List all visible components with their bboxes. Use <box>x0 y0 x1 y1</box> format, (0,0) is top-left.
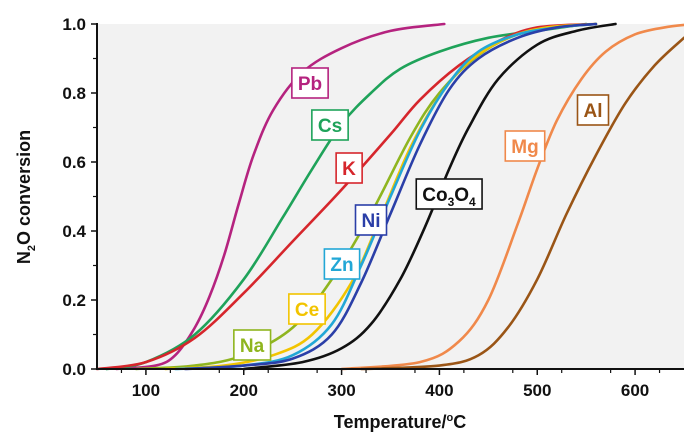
series-line-al <box>359 36 684 371</box>
series-label-text: Ni <box>362 211 381 232</box>
series-line-ni <box>183 22 598 371</box>
series-label-ni: Ni <box>354 204 388 236</box>
x-tick-label: 200 <box>230 381 258 400</box>
series-label-box <box>415 178 483 210</box>
y-axis-title: N2O conversion <box>14 130 38 264</box>
series-label-zn: Zn <box>323 248 361 280</box>
series-label-box <box>233 329 272 361</box>
series-label-box <box>354 204 388 236</box>
x-axis-title: Temperature/oC <box>334 412 466 432</box>
series-label-text: Ce <box>295 300 319 321</box>
series-label-text: Na <box>240 336 265 357</box>
series-label-co3o4: Co3O4 <box>415 178 483 210</box>
series-label-layer: Pb Cs K Na Ce Zn Ni Co3O4 Mg Al <box>233 67 610 361</box>
x-tick-label: 500 <box>523 381 551 400</box>
series-label-na: Na <box>233 329 272 361</box>
series-label-box <box>323 248 361 280</box>
x-tick-label: 300 <box>327 381 355 400</box>
tick-layer: 100 200 300 400 500 600 0.0 0.2 0.4 0.6 0.8 1.0 <box>62 15 661 400</box>
series-label-box <box>335 152 363 184</box>
series-label-text: Mg <box>511 137 538 158</box>
series-label-k: K <box>335 152 363 184</box>
series-label-box <box>504 130 546 162</box>
y-tick-label: 0.2 <box>62 291 86 310</box>
series-label-box <box>288 293 326 325</box>
series-label-pb: Pb <box>291 67 329 99</box>
series-label-text: Zn <box>330 255 353 276</box>
series-label-text: K <box>342 159 356 180</box>
x-tick-label: 100 <box>132 381 160 400</box>
series-label-text: Al <box>584 101 603 122</box>
series-label-box <box>311 109 349 141</box>
x-tick-label: 400 <box>425 381 453 400</box>
y-tick-label: 0.0 <box>62 360 86 379</box>
series-label-ce: Ce <box>288 293 326 325</box>
y-tick-label: 1.0 <box>62 15 86 34</box>
series-label-cs: Cs <box>311 109 349 141</box>
series-line-zn <box>173 22 598 371</box>
series-label-text: Pb <box>298 74 322 95</box>
series-label-box <box>291 67 329 99</box>
y-tick-label: 0.6 <box>62 153 86 172</box>
series-line-pb <box>115 22 446 371</box>
x-tick-label: 600 <box>621 381 649 400</box>
series-label-mg: Mg <box>504 130 546 162</box>
series-label-text: Cs <box>318 116 342 137</box>
series-label-box <box>576 94 610 126</box>
series-label-al: Al <box>576 94 610 126</box>
series-label-text: Co3O4 <box>422 185 476 209</box>
y-tick-label: 0.8 <box>62 84 86 103</box>
y-tick-label: 0.4 <box>62 222 86 241</box>
